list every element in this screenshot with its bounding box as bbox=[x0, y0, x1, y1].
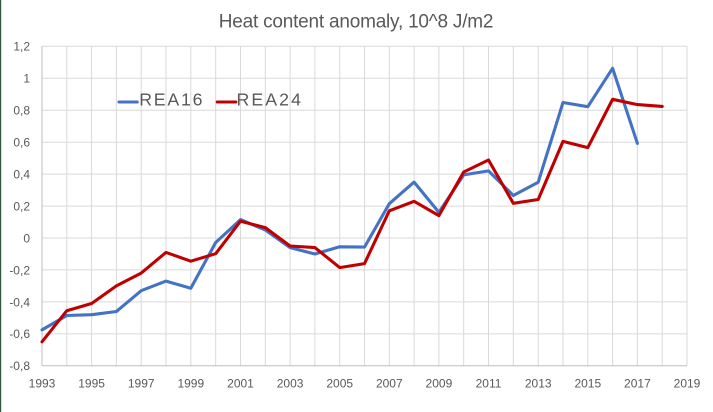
svg-text:2011: 2011 bbox=[476, 377, 502, 391]
svg-text:-0,6: -0,6 bbox=[9, 327, 30, 341]
svg-text:2003: 2003 bbox=[277, 377, 304, 391]
svg-text:0,2: 0,2 bbox=[13, 200, 30, 214]
svg-text:1997: 1997 bbox=[128, 377, 155, 391]
svg-text:2009: 2009 bbox=[426, 377, 453, 391]
svg-text:-0,8: -0,8 bbox=[9, 359, 30, 373]
svg-text:0,8: 0,8 bbox=[13, 104, 30, 118]
svg-text:1993: 1993 bbox=[29, 377, 56, 391]
svg-text:REA24: REA24 bbox=[237, 90, 304, 110]
svg-text:1,2: 1,2 bbox=[13, 40, 30, 54]
svg-text:0,6: 0,6 bbox=[13, 136, 30, 150]
svg-text:1999: 1999 bbox=[177, 377, 204, 391]
svg-text:2005: 2005 bbox=[326, 377, 353, 391]
svg-text:2013: 2013 bbox=[525, 377, 552, 391]
svg-text:2017: 2017 bbox=[624, 377, 651, 391]
svg-text:0,4: 0,4 bbox=[13, 168, 30, 182]
svg-text:2007: 2007 bbox=[376, 377, 403, 391]
svg-text:2001: 2001 bbox=[227, 377, 254, 391]
svg-text:0: 0 bbox=[23, 231, 30, 245]
svg-text:2019: 2019 bbox=[674, 377, 701, 391]
svg-text:1: 1 bbox=[23, 72, 30, 86]
svg-text:1995: 1995 bbox=[78, 377, 105, 391]
svg-text:Heat content anomaly, 10^8 J/m: Heat content anomaly, 10^8 J/m2 bbox=[219, 11, 494, 32]
svg-text:-0,4: -0,4 bbox=[9, 295, 30, 309]
svg-text:-0,2: -0,2 bbox=[9, 263, 30, 277]
svg-text:2015: 2015 bbox=[574, 377, 601, 391]
svg-text:REA16: REA16 bbox=[139, 90, 204, 110]
